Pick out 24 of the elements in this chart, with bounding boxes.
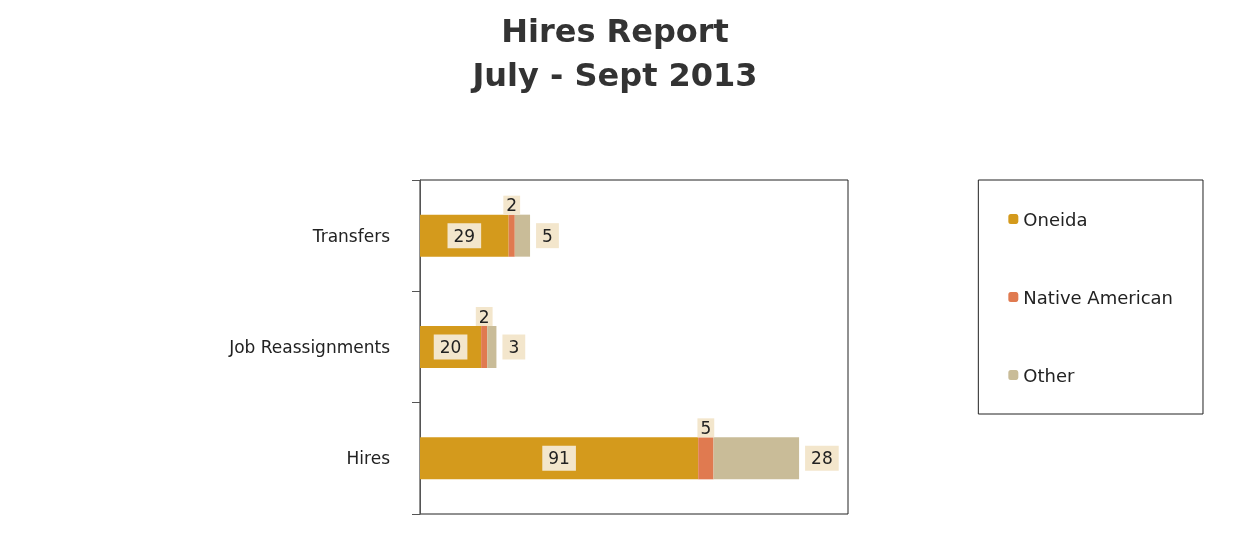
chart-title: Hires Report — [501, 12, 729, 50]
data-label: 28 — [811, 448, 833, 469]
data-label: 29 — [453, 225, 476, 246]
bar — [481, 326, 488, 368]
chart-subtitle: July - Sept 2013 — [470, 56, 758, 94]
bar — [508, 214, 515, 257]
y-tick-label: Transfers — [311, 225, 391, 246]
data-label: 2 — [478, 306, 490, 327]
bar — [420, 437, 699, 480]
y-tick-label: Job Reassignments — [228, 337, 391, 357]
bar — [487, 326, 497, 368]
data-label: 2 — [506, 195, 518, 216]
bar — [514, 214, 531, 257]
data-label: 3 — [508, 337, 520, 357]
y-tick-label: Hires — [346, 448, 391, 469]
data-label: 91 — [548, 448, 570, 469]
legend-label: Other — [1023, 364, 1076, 386]
data-label: 5 — [700, 417, 712, 438]
bar — [713, 437, 800, 480]
data-label: 20 — [439, 337, 462, 357]
bar — [698, 437, 714, 480]
data-label: 5 — [542, 225, 553, 246]
legend-label: Native American — [1023, 286, 1174, 308]
legend-label: Oneida — [1023, 208, 1088, 230]
